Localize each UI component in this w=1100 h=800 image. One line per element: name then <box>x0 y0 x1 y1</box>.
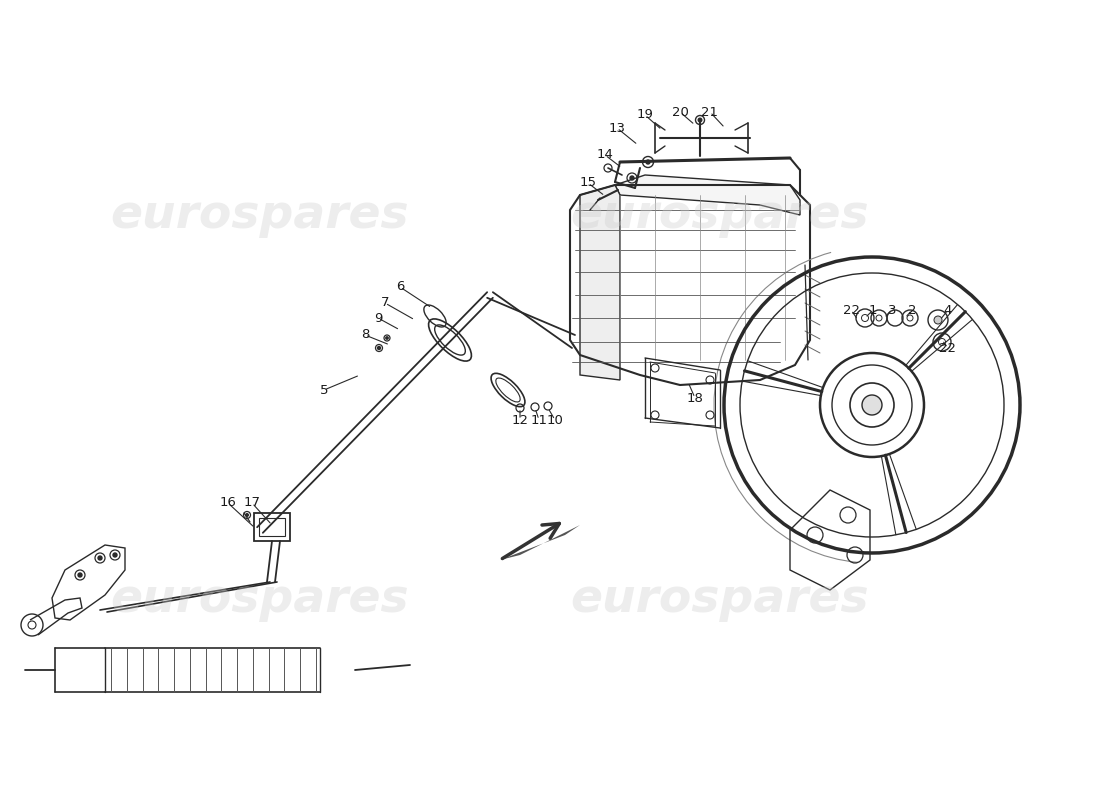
Text: 6: 6 <box>396 281 404 294</box>
Text: 19: 19 <box>637 109 653 122</box>
Text: eurospares: eurospares <box>111 193 409 238</box>
Polygon shape <box>500 525 580 560</box>
Text: 20: 20 <box>672 106 689 118</box>
Text: 10: 10 <box>547 414 563 426</box>
Text: 1: 1 <box>869 303 878 317</box>
Text: 17: 17 <box>243 497 261 510</box>
Text: 16: 16 <box>220 497 236 510</box>
Circle shape <box>98 556 102 560</box>
Text: 2: 2 <box>908 303 916 317</box>
Polygon shape <box>580 185 620 380</box>
Circle shape <box>386 337 388 339</box>
Circle shape <box>862 395 882 415</box>
Circle shape <box>78 573 82 577</box>
Text: 15: 15 <box>580 177 596 190</box>
Text: 3: 3 <box>888 303 896 317</box>
Text: 18: 18 <box>686 391 703 405</box>
Text: 12: 12 <box>512 414 528 426</box>
Text: eurospares: eurospares <box>571 193 869 238</box>
Text: 14: 14 <box>596 149 614 162</box>
Text: 22: 22 <box>939 342 957 354</box>
Polygon shape <box>615 175 800 215</box>
Circle shape <box>245 514 249 516</box>
Circle shape <box>113 553 117 557</box>
Circle shape <box>646 160 650 164</box>
Text: eurospares: eurospares <box>571 578 869 622</box>
Text: 7: 7 <box>381 297 389 310</box>
Text: 11: 11 <box>530 414 548 426</box>
Text: 4: 4 <box>944 303 953 317</box>
Text: eurospares: eurospares <box>111 578 409 622</box>
Text: 8: 8 <box>361 329 370 342</box>
Circle shape <box>377 346 381 350</box>
Text: 22: 22 <box>843 303 859 317</box>
Text: 5: 5 <box>320 383 328 397</box>
Circle shape <box>698 118 702 122</box>
Text: 21: 21 <box>702 106 718 118</box>
Circle shape <box>934 316 942 324</box>
Text: 13: 13 <box>608 122 626 134</box>
Circle shape <box>630 176 634 180</box>
Text: 9: 9 <box>374 311 382 325</box>
